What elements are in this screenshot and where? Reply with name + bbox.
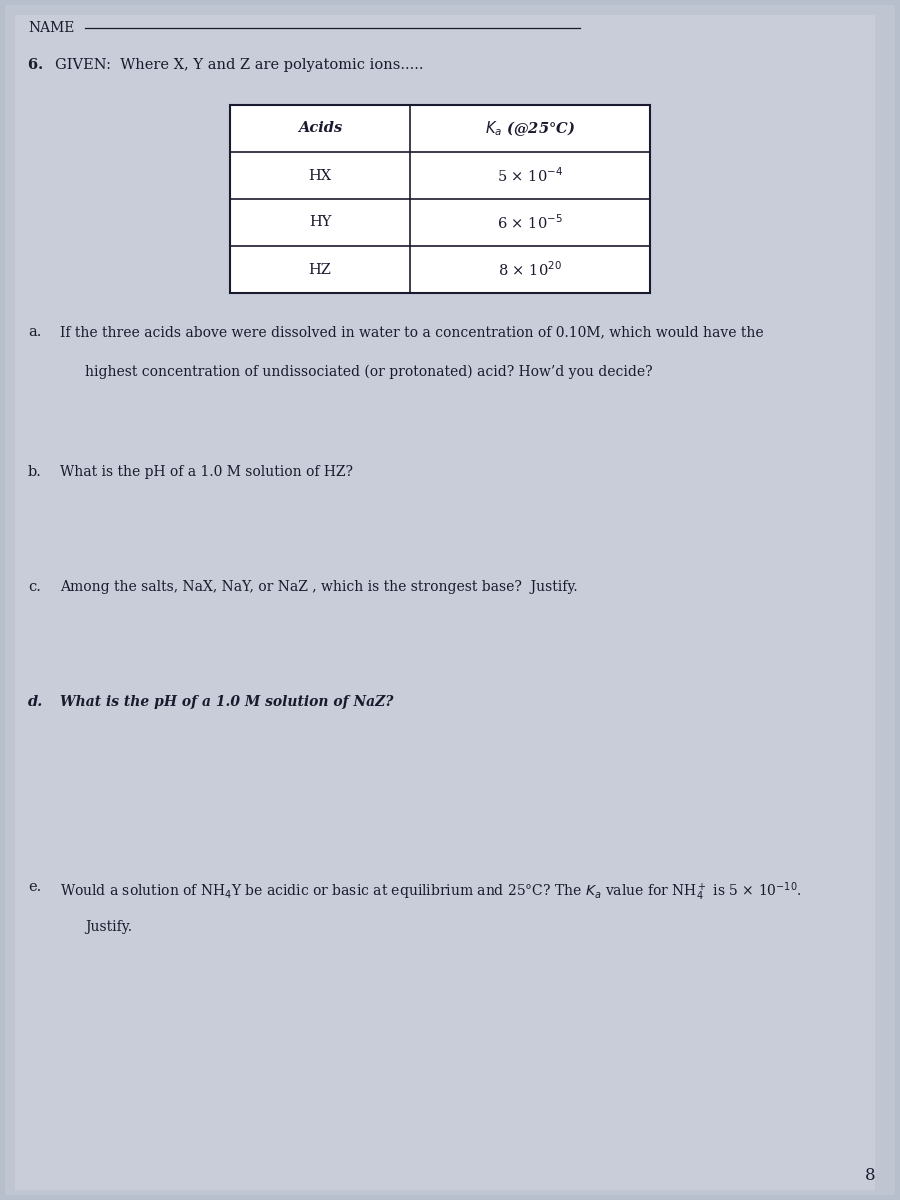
Text: 8 × 10$^{20}$: 8 × 10$^{20}$ (498, 260, 562, 278)
Text: What is the pH of a 1.0 M solution of HZ?: What is the pH of a 1.0 M solution of HZ… (60, 464, 353, 479)
Text: If the three acids above were dissolved in water to a concentration of 0.10M, wh: If the three acids above were dissolved … (60, 325, 763, 338)
Text: Would a solution of NH$_4$Y be acidic or basic at equilibrium and 25°C? The $K_a: Would a solution of NH$_4$Y be acidic or… (60, 880, 802, 902)
Text: a.: a. (28, 325, 41, 338)
Text: b.: b. (28, 464, 42, 479)
Text: c.: c. (28, 580, 40, 594)
Text: Acids: Acids (298, 121, 342, 136)
Text: HX: HX (309, 168, 331, 182)
Bar (230, 104, 650, 293)
Bar (230, 104, 650, 293)
Text: d.: d. (28, 695, 43, 709)
Text: HZ: HZ (309, 263, 331, 276)
Text: Justify.: Justify. (85, 920, 132, 934)
Text: GIVEN:  Where X, Y and Z are polyatomic ions.....: GIVEN: Where X, Y and Z are polyatomic i… (55, 58, 424, 72)
Text: highest concentration of undissociated (or protonated) acid? How’d you decide?: highest concentration of undissociated (… (85, 365, 652, 379)
Text: 6 × 10$^{-5}$: 6 × 10$^{-5}$ (497, 214, 562, 232)
Text: 6.: 6. (28, 58, 49, 72)
Text: e.: e. (28, 880, 41, 894)
Text: 5 × 10$^{-4}$: 5 × 10$^{-4}$ (497, 166, 563, 185)
Text: What is the pH of a 1.0 M solution of NaZ?: What is the pH of a 1.0 M solution of Na… (60, 695, 393, 709)
Text: Among the salts, NaX, NaY, or NaZ , which is the strongest base?  Justify.: Among the salts, NaX, NaY, or NaZ , whic… (60, 580, 578, 594)
Text: NAME: NAME (28, 20, 75, 35)
Text: $K_a$ (@25°C): $K_a$ (@25°C) (485, 119, 575, 138)
Text: 8: 8 (865, 1166, 876, 1183)
Text: HY: HY (309, 216, 331, 229)
